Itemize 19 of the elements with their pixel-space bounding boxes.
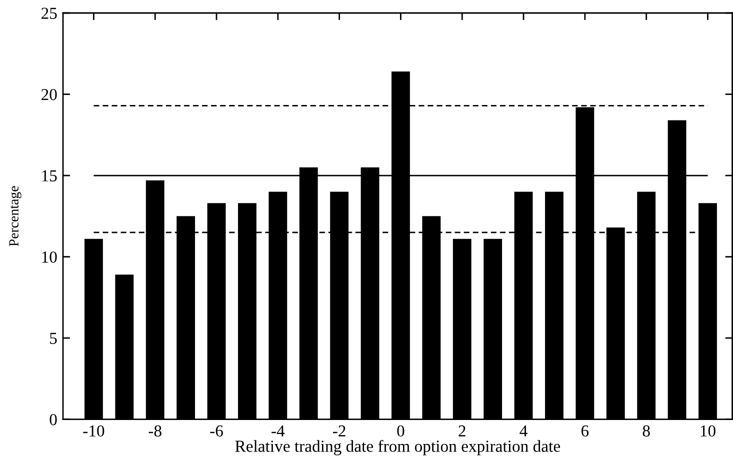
y-tick-label: 20 bbox=[42, 88, 57, 100]
x-axis-title: Relative trading date from option expiration date bbox=[235, 440, 560, 456]
x-tick-label: -6 bbox=[210, 425, 223, 437]
y-tick-label: 10 bbox=[42, 251, 57, 263]
y-tick-label: 25 bbox=[42, 8, 57, 19]
x-tick-label: 6 bbox=[581, 425, 589, 437]
x-tick-label: 4 bbox=[520, 425, 528, 436]
x-tick-label: 0 bbox=[397, 425, 404, 437]
x-tick-label: -4 bbox=[272, 425, 285, 436]
y-axis-title: Percentage bbox=[9, 186, 22, 246]
x-tick-label: -8 bbox=[148, 425, 162, 437]
x-tick-label: -10 bbox=[83, 425, 104, 437]
y-tick-label: 5 bbox=[50, 332, 57, 344]
x-tick-label: 10 bbox=[700, 425, 716, 437]
x-tick-label: 2 bbox=[458, 425, 466, 436]
x-tick-label: -2 bbox=[332, 425, 346, 436]
x-tick-label: 8 bbox=[642, 425, 650, 437]
y-tick-label: 0 bbox=[50, 414, 57, 426]
y-tick-label: 15 bbox=[42, 170, 57, 182]
